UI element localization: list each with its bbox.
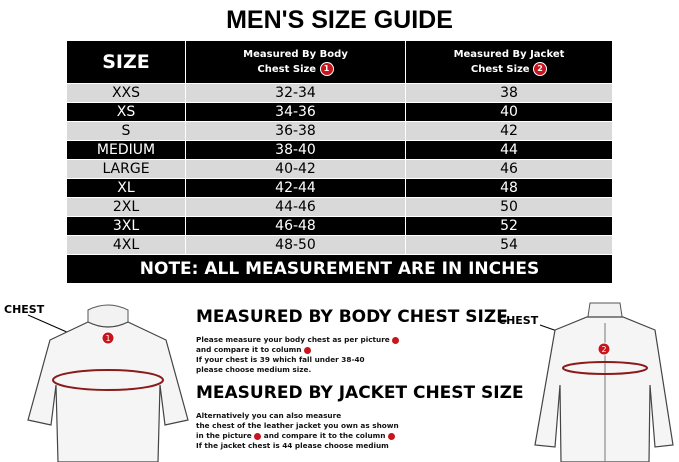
body-line-3: If your chest is 39 which fall under 38-… bbox=[196, 355, 365, 364]
cell-jacket: 46 bbox=[405, 159, 613, 179]
badge-1: 1 bbox=[319, 62, 334, 76]
cell-size: LARGE bbox=[66, 159, 186, 179]
jacket-line-4: If the jacket chest is 44 please choose … bbox=[196, 441, 389, 450]
cell-body: 46-48 bbox=[185, 216, 406, 236]
body-line-4: please choose medium size. bbox=[196, 365, 312, 374]
jacket-line-1: Alternatively you can also measure bbox=[196, 411, 342, 420]
cell-size: XXS bbox=[66, 83, 186, 103]
header-jacket-line1: Measured By Jacket bbox=[453, 49, 565, 60]
cell-body: 34-36 bbox=[185, 102, 406, 122]
header-jacket-chest: Measured By Jacket Chest Size 2 bbox=[405, 40, 613, 84]
cell-jacket: 48 bbox=[405, 178, 613, 198]
cell-jacket: 40 bbox=[405, 102, 613, 122]
cell-jacket: 50 bbox=[405, 197, 613, 217]
jacket-line-3b: and compare it to the column bbox=[263, 431, 386, 440]
chest-label-right: CHEST bbox=[498, 314, 539, 327]
table-row: XL 42-44 48 bbox=[66, 178, 613, 198]
cell-size: XS bbox=[66, 102, 186, 122]
body-tshirt-illustration: 1 bbox=[27, 304, 189, 462]
cell-body: 32-34 bbox=[185, 83, 406, 103]
jacket-line-2: the chest of the leather jacket you own … bbox=[196, 421, 399, 430]
table-row: XXS 32-34 38 bbox=[66, 83, 613, 103]
marker-2-text: 2 bbox=[601, 345, 606, 354]
marker-icon bbox=[392, 336, 400, 344]
cell-body: 36-38 bbox=[185, 121, 406, 141]
cell-size: XL bbox=[66, 178, 186, 198]
cell-jacket: 42 bbox=[405, 121, 613, 141]
cell-size: 3XL bbox=[66, 216, 186, 236]
table-row: 4XL 48-50 54 bbox=[66, 235, 613, 255]
jacket-section-text: Alternatively you can also measure the c… bbox=[196, 411, 399, 451]
cell-body: 48-50 bbox=[185, 235, 406, 255]
badge-2: 2 bbox=[533, 62, 548, 76]
cell-size: 2XL bbox=[66, 197, 186, 217]
marker-2 bbox=[597, 342, 611, 356]
header-body-chest: Measured By Body Chest Size 1 bbox=[185, 40, 406, 84]
body-line-2: and compare it to column bbox=[196, 345, 302, 354]
jacket-illustration: 2 bbox=[534, 302, 674, 462]
table-row: MEDIUM 38-40 44 bbox=[66, 140, 613, 160]
table-row: S 36-38 42 bbox=[66, 121, 613, 141]
table-header: SIZE Measured By Body Chest Size 1 Measur… bbox=[66, 40, 613, 84]
body-section-heading: MEASURED BY BODY CHEST SIZE bbox=[196, 307, 508, 327]
note: NOTE: ALL MEASUREMENT ARE IN INCHES bbox=[66, 254, 613, 284]
page-title: MEN'S SIZE GUIDE bbox=[226, 6, 453, 34]
cell-jacket: 54 bbox=[405, 235, 613, 255]
cell-body: 38-40 bbox=[185, 140, 406, 160]
body-section-text: Please measure your body chest as per pi… bbox=[196, 335, 400, 375]
table-row: LARGE 40-42 46 bbox=[66, 159, 613, 179]
cell-size: S bbox=[66, 121, 186, 141]
chest-label-left: CHEST bbox=[4, 303, 45, 316]
header-jacket-line2: Chest Size bbox=[470, 64, 530, 75]
marker-1-text: 1 bbox=[105, 334, 110, 343]
marker-1 bbox=[101, 331, 115, 345]
cell-jacket: 38 bbox=[405, 83, 613, 103]
header-body-line1: Measured By Body bbox=[243, 49, 348, 60]
table-row: XS 34-36 40 bbox=[66, 102, 613, 122]
table-row: 2XL 44-46 50 bbox=[66, 197, 613, 217]
cell-body: 44-46 bbox=[185, 197, 406, 217]
cell-body: 40-42 bbox=[185, 159, 406, 179]
cell-size: 4XL bbox=[66, 235, 186, 255]
jacket-section-heading: MEASURED BY JACKET CHEST SIZE bbox=[196, 383, 524, 403]
size-table: SIZE Measured By Body Chest Size 1 Measur… bbox=[66, 40, 613, 284]
header-body-line2: Chest Size bbox=[257, 64, 317, 75]
cell-size: MEDIUM bbox=[66, 140, 186, 160]
cell-jacket: 44 bbox=[405, 140, 613, 160]
marker-icon bbox=[387, 432, 395, 440]
header-size: SIZE bbox=[66, 40, 186, 84]
jacket-line-3a: in the picture bbox=[196, 431, 252, 440]
table-row: 3XL 46-48 52 bbox=[66, 216, 613, 236]
marker-icon bbox=[304, 346, 312, 354]
cell-body: 42-44 bbox=[185, 178, 406, 198]
cell-jacket: 52 bbox=[405, 216, 613, 236]
body-line-1: Please measure your body chest as per pi… bbox=[196, 335, 390, 344]
marker-icon bbox=[254, 432, 262, 440]
